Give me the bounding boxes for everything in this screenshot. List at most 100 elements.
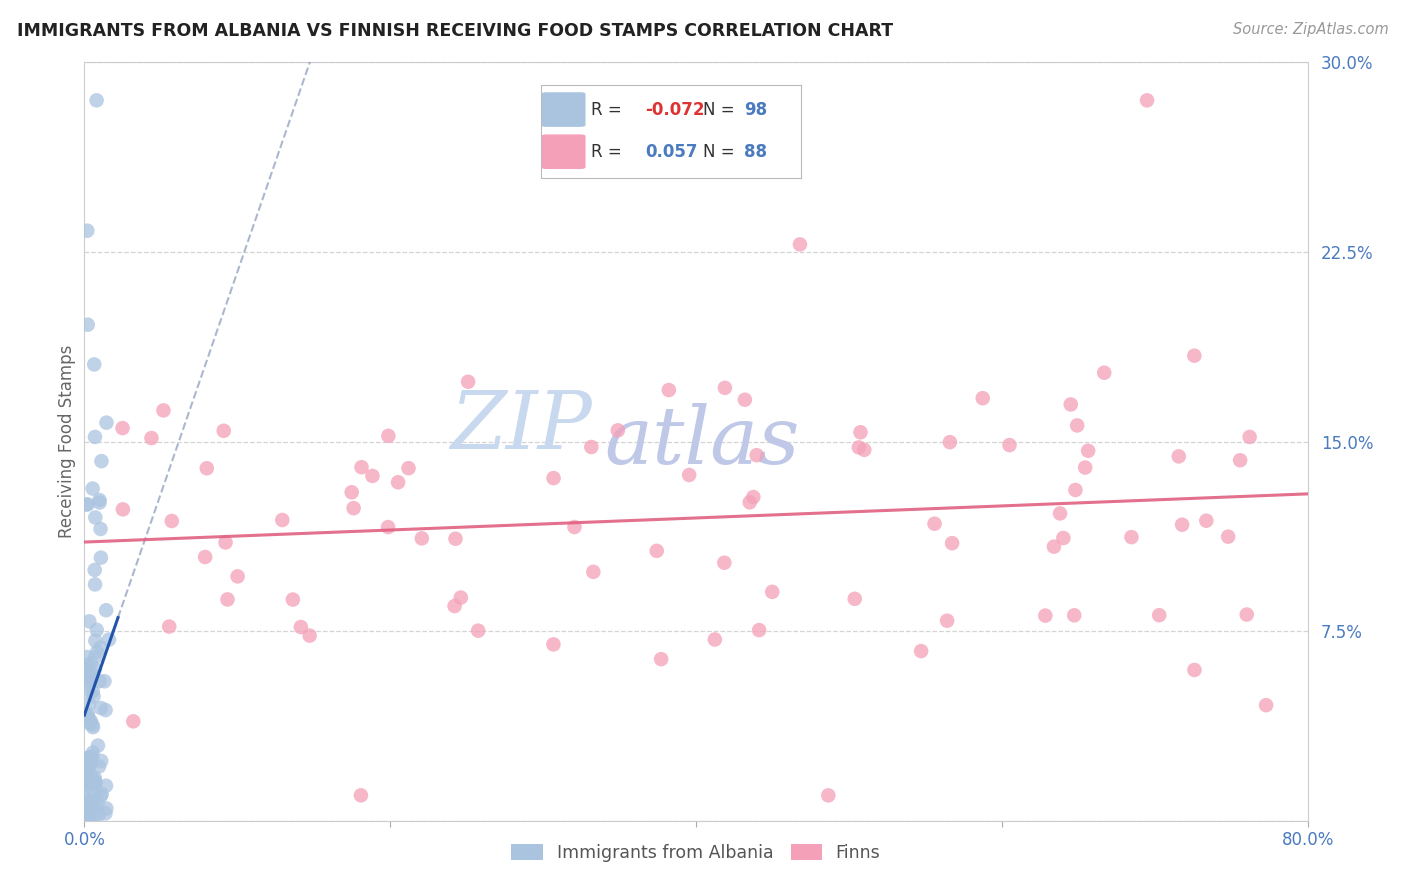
Text: ZIP: ZIP: [450, 388, 592, 465]
Point: [226, 569, 249, 583]
Point: [1256, 698, 1278, 713]
Point: [1195, 514, 1218, 528]
Point: [1033, 608, 1056, 623]
Point: [1049, 507, 1071, 521]
FancyBboxPatch shape: [541, 135, 585, 169]
Point: [86, 645, 108, 659]
Point: [761, 585, 783, 599]
Point: [582, 565, 605, 579]
Point: [83, 773, 105, 788]
Point: [84, 633, 107, 648]
Point: [75, 756, 97, 770]
Point: [75, 682, 97, 697]
Point: [1236, 607, 1258, 622]
Point: [89, 674, 111, 689]
Point: [745, 448, 768, 462]
Point: [849, 425, 872, 440]
Point: [87, 759, 110, 773]
Point: [1064, 483, 1087, 497]
Point: [84, 650, 107, 665]
Text: 0.057: 0.057: [645, 144, 697, 161]
Point: [910, 644, 932, 658]
Point: [76, 778, 98, 792]
Point: [90, 789, 112, 804]
Point: [650, 652, 672, 666]
Point: [76, 764, 98, 778]
Point: [1184, 663, 1206, 677]
Point: [83, 563, 105, 577]
Point: [90, 550, 112, 565]
Point: [80, 657, 103, 671]
Point: [82, 798, 104, 813]
Point: [1092, 366, 1115, 380]
Text: -0.072: -0.072: [645, 101, 704, 119]
Legend: Immigrants from Albania, Finns: Immigrants from Albania, Finns: [505, 837, 887, 869]
Point: [1171, 517, 1194, 532]
Point: [714, 381, 737, 395]
Point: [703, 632, 725, 647]
Point: [76, 650, 98, 665]
Point: [340, 485, 363, 500]
Point: [90, 787, 112, 801]
Text: N =: N =: [703, 101, 740, 119]
Point: [1239, 430, 1261, 444]
Text: 88: 88: [744, 144, 768, 161]
Point: [76, 792, 98, 806]
Point: [79, 796, 101, 810]
Point: [84, 775, 107, 789]
Point: [543, 471, 565, 485]
Point: [84, 662, 107, 676]
Point: [658, 383, 681, 397]
Point: [941, 536, 963, 550]
Point: [82, 668, 104, 682]
Text: Source: ZipAtlas.com: Source: ZipAtlas.com: [1233, 22, 1389, 37]
Point: [998, 438, 1021, 452]
Point: [76, 800, 98, 814]
Point: [214, 535, 236, 549]
Point: [1077, 443, 1099, 458]
Point: [90, 754, 112, 768]
Point: [77, 706, 100, 721]
Point: [157, 619, 180, 633]
Point: [350, 789, 373, 803]
Point: [789, 237, 811, 252]
Point: [1147, 608, 1170, 623]
Point: [298, 629, 321, 643]
Point: [90, 522, 112, 536]
Point: [75, 778, 97, 792]
Point: [96, 801, 118, 815]
Point: [212, 424, 235, 438]
Point: [77, 664, 100, 678]
Point: [817, 789, 839, 803]
Point: [848, 441, 870, 455]
Point: [82, 482, 104, 496]
Point: [89, 640, 111, 655]
Point: [76, 708, 98, 723]
Point: [160, 514, 183, 528]
Point: [194, 549, 217, 564]
Point: [83, 690, 105, 704]
Point: [75, 498, 97, 512]
Point: [450, 591, 472, 605]
Point: [939, 435, 962, 450]
Point: [94, 806, 117, 821]
Point: [86, 797, 108, 811]
Point: [75, 767, 97, 781]
Point: [84, 510, 107, 524]
Point: [972, 391, 994, 405]
FancyBboxPatch shape: [541, 92, 585, 127]
Point: [86, 623, 108, 637]
Point: [1229, 453, 1251, 467]
Point: [645, 544, 668, 558]
Text: N =: N =: [703, 144, 740, 161]
Point: [76, 670, 98, 684]
Point: [111, 421, 134, 435]
Point: [84, 776, 107, 790]
Point: [738, 495, 761, 509]
Point: [457, 375, 479, 389]
Point: [94, 603, 117, 617]
Point: [281, 592, 304, 607]
Point: [1066, 418, 1088, 433]
Point: [79, 808, 101, 822]
Point: [83, 774, 105, 789]
